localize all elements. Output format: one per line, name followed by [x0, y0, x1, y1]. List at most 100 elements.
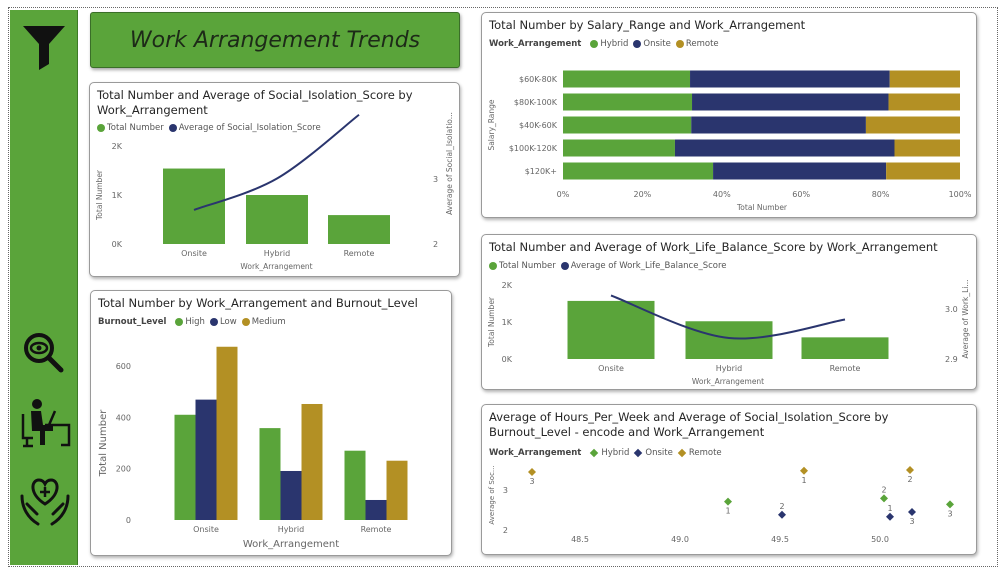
bar-low[interactable]	[280, 470, 302, 520]
chart-legend: Burnout_Level High Low Medium	[98, 317, 286, 327]
scatter-point-hybrid[interactable]	[946, 500, 954, 509]
bar-segment-onsite[interactable]	[692, 93, 889, 111]
y-tick-label: 600	[116, 362, 131, 371]
bar-medium[interactable]	[301, 403, 323, 520]
legend-title: Burnout_Level	[98, 317, 167, 327]
y-tick-label: 0	[126, 516, 131, 525]
x-tick-label: Onsite	[193, 525, 219, 534]
bar-segment-onsite[interactable]	[690, 70, 890, 88]
work-life-balance-chart[interactable]: Total Number and Average of Work_Life_Ba…	[481, 234, 977, 390]
y-tick-label: $120K+	[525, 167, 557, 176]
bar-high[interactable]	[344, 450, 366, 520]
x-axis-title: Total Number	[736, 203, 788, 212]
bar-total-number[interactable]	[801, 337, 889, 359]
social-isolation-chart[interactable]: Total Number and Average of Social_Isola…	[89, 82, 460, 277]
burnout-chart[interactable]: Total Number by Work_Arrangement and Bur…	[90, 290, 452, 556]
bar-segment-hybrid[interactable]	[563, 70, 691, 88]
x-axis-title: Work_Arrangement	[240, 262, 312, 271]
y2-axis-title: Average of Work_Li...	[961, 280, 970, 359]
y-tick-label: 200	[116, 465, 131, 474]
legend-label[interactable]: Onsite	[645, 448, 673, 458]
bar-low[interactable]	[365, 499, 387, 520]
data-label: 1	[887, 504, 892, 513]
bar-segment-onsite[interactable]	[674, 139, 895, 157]
chart-legend: Work_Arrangement Hybrid Onsite Remote	[489, 448, 722, 458]
x-tick-label: Onsite	[181, 249, 207, 258]
bar-total-number[interactable]	[163, 168, 225, 244]
chart-plot: 0K 1K 2K 2.9 3.0 Onsite Hybrid Remote Work_Arran…	[487, 280, 970, 386]
bar-segment-hybrid[interactable]	[563, 162, 714, 180]
bar-segment-onsite[interactable]	[691, 116, 866, 134]
legend-marker-average	[168, 124, 177, 132]
bar-medium[interactable]	[386, 460, 408, 520]
bar-segment-hybrid[interactable]	[563, 139, 675, 157]
legend-marker-high	[175, 318, 184, 326]
data-label: 2	[779, 502, 784, 511]
legend-label[interactable]: Remote	[688, 448, 722, 458]
legend-label[interactable]: Medium	[251, 317, 286, 327]
legend-label[interactable]: Remote	[685, 39, 719, 49]
legend-label[interactable]: Average of Social_Isolation_Score	[178, 123, 321, 133]
hands-heart-icon[interactable]	[19, 474, 71, 530]
y-tick-label: 0K	[112, 240, 123, 249]
bar-total-number[interactable]	[246, 195, 308, 244]
bar-total-number[interactable]	[328, 215, 390, 244]
scatter-point-onsite[interactable]	[908, 508, 916, 516]
filter-icon[interactable]	[19, 24, 69, 70]
y-axis-title: Salary_Range	[487, 99, 496, 150]
bar-low[interactable]	[195, 399, 217, 520]
bar-segment-hybrid[interactable]	[563, 93, 693, 111]
y-tick-label: 2K	[112, 142, 123, 151]
bar-segment-remote[interactable]	[886, 162, 960, 180]
eye-search-icon[interactable]	[19, 328, 69, 376]
scatter-point-remote[interactable]	[528, 468, 536, 476]
legend-label[interactable]: Total Number	[499, 261, 556, 271]
bar-segment-remote[interactable]	[889, 70, 960, 88]
legend-label[interactable]: Total Number	[107, 123, 164, 133]
chart-legend: Work_Arrangement Hybrid Onsite Remote	[489, 39, 719, 49]
scatter-point-remote[interactable]	[800, 466, 808, 475]
chart-title-line: Total Number and Average of Social_Isola…	[97, 88, 413, 102]
dashboard-title: Work Arrangement Trends	[129, 27, 421, 53]
bar-segment-remote[interactable]	[894, 139, 960, 157]
legend-label[interactable]: Hybrid	[601, 448, 630, 458]
legend-label[interactable]: Onsite	[643, 39, 671, 49]
salary-range-chart[interactable]: Total Number by Salary_Range and Work_Ar…	[481, 12, 977, 218]
legend-label[interactable]: Low	[219, 317, 237, 327]
scatter-point-hybrid[interactable]	[724, 497, 732, 506]
bar-high[interactable]	[174, 414, 196, 520]
x-tick-label: 80%	[872, 190, 890, 199]
legend-label[interactable]: Average of Work_Life_Balance_Score	[570, 261, 727, 271]
x-tick-label: 48.5	[571, 535, 589, 544]
legend-marker-total	[489, 262, 497, 270]
legend-marker-hybrid	[590, 40, 599, 48]
x-tick-label: Remote	[344, 249, 375, 258]
scatter-point-onsite[interactable]	[778, 510, 786, 519]
scatter-point-remote[interactable]	[906, 466, 914, 474]
bar-total-number[interactable]	[567, 300, 655, 359]
chart-title: Total Number and Average of Social_Isola…	[97, 88, 413, 118]
scatter-point-onsite[interactable]	[886, 512, 894, 521]
x-axis-title: Work_Arrangement	[243, 539, 339, 550]
bar-segment-hybrid[interactable]	[563, 116, 692, 134]
bar-segment-remote[interactable]	[865, 116, 960, 134]
person-at-desk-icon[interactable]	[19, 398, 71, 450]
bar-high[interactable]	[259, 428, 281, 520]
x-tick-label: 20%	[634, 190, 652, 199]
legend-marker-total	[97, 124, 105, 132]
x-tick-label: 100%	[949, 190, 972, 199]
hours-scatter-chart[interactable]: Average of Hours_Per_Week and Average of…	[481, 404, 977, 555]
data-label: 1	[725, 507, 730, 516]
legend-label[interactable]: High	[185, 317, 205, 327]
legend-label[interactable]: Hybrid	[600, 39, 629, 49]
y2-tick-label: 3	[433, 175, 438, 184]
scatter-point-hybrid[interactable]	[880, 494, 888, 503]
y-tick-label: 1K	[112, 191, 123, 200]
chart-title-line: Average of Hours_Per_Week and Average of…	[489, 410, 889, 424]
bar-segment-remote[interactable]	[888, 93, 960, 111]
bar-total-number[interactable]	[685, 321, 773, 359]
legend-title: Work_Arrangement	[489, 448, 582, 458]
bar-medium[interactable]	[216, 346, 238, 520]
bar-segment-onsite[interactable]	[713, 162, 887, 180]
chart-title: Total Number by Salary_Range and Work_Ar…	[489, 18, 806, 32]
